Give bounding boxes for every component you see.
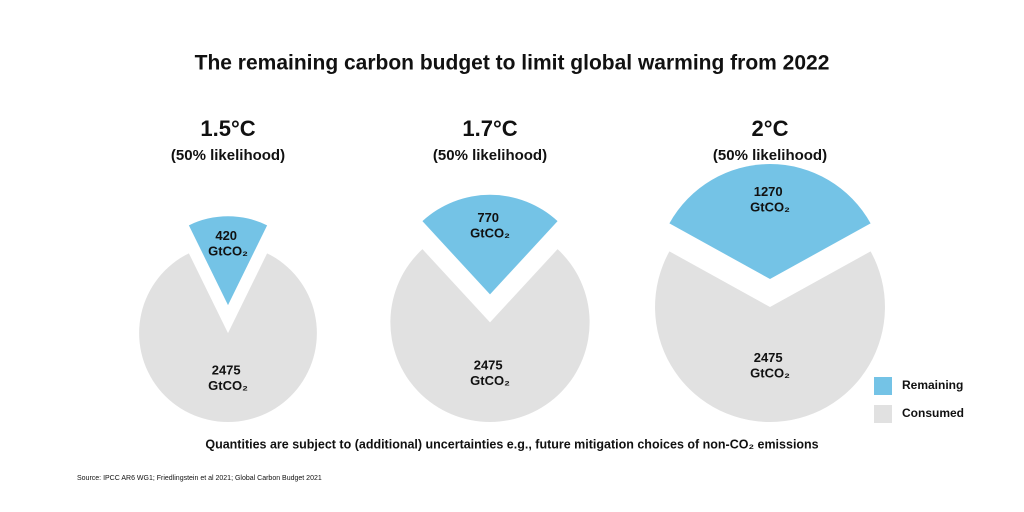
value-label: 2475 GtCO₂: [470, 358, 510, 389]
pie-title: 1.5°C: [200, 116, 255, 141]
pie-title: 2°C: [752, 116, 789, 141]
value-label: 2475 GtCO₂: [208, 363, 248, 394]
value-label: 770 GtCO₂: [470, 210, 510, 241]
legend-label: Remaining: [902, 378, 963, 392]
remaining-slice: [188, 216, 268, 306]
consumed-slice: [139, 253, 317, 423]
consumed-slice: [390, 249, 590, 423]
main-title: The remaining carbon budget to limit glo…: [195, 52, 830, 75]
pie-subtitle: (50% likelihood): [171, 147, 285, 164]
legend-label: Consumed: [902, 406, 964, 420]
value-label: 1270 GtCO₂: [750, 184, 790, 215]
note: Quantities are subject to (additional) u…: [205, 437, 818, 451]
pie-title: 1.7°C: [462, 116, 517, 141]
value-label: 2475 GtCO₂: [750, 350, 790, 381]
pie-subtitle: (50% likelihood): [713, 147, 827, 164]
legend-swatch: [874, 405, 892, 423]
value-label: 420 GtCO₂: [208, 228, 248, 259]
pie-subtitle: (50% likelihood): [433, 147, 547, 164]
remaining-slice: [669, 164, 871, 280]
consumed-slice: [655, 251, 885, 423]
legend-swatch: [874, 377, 892, 395]
source: Source: IPCC AR6 WG1; Friedlingstein et …: [77, 475, 322, 482]
remaining-slice: [422, 194, 558, 295]
